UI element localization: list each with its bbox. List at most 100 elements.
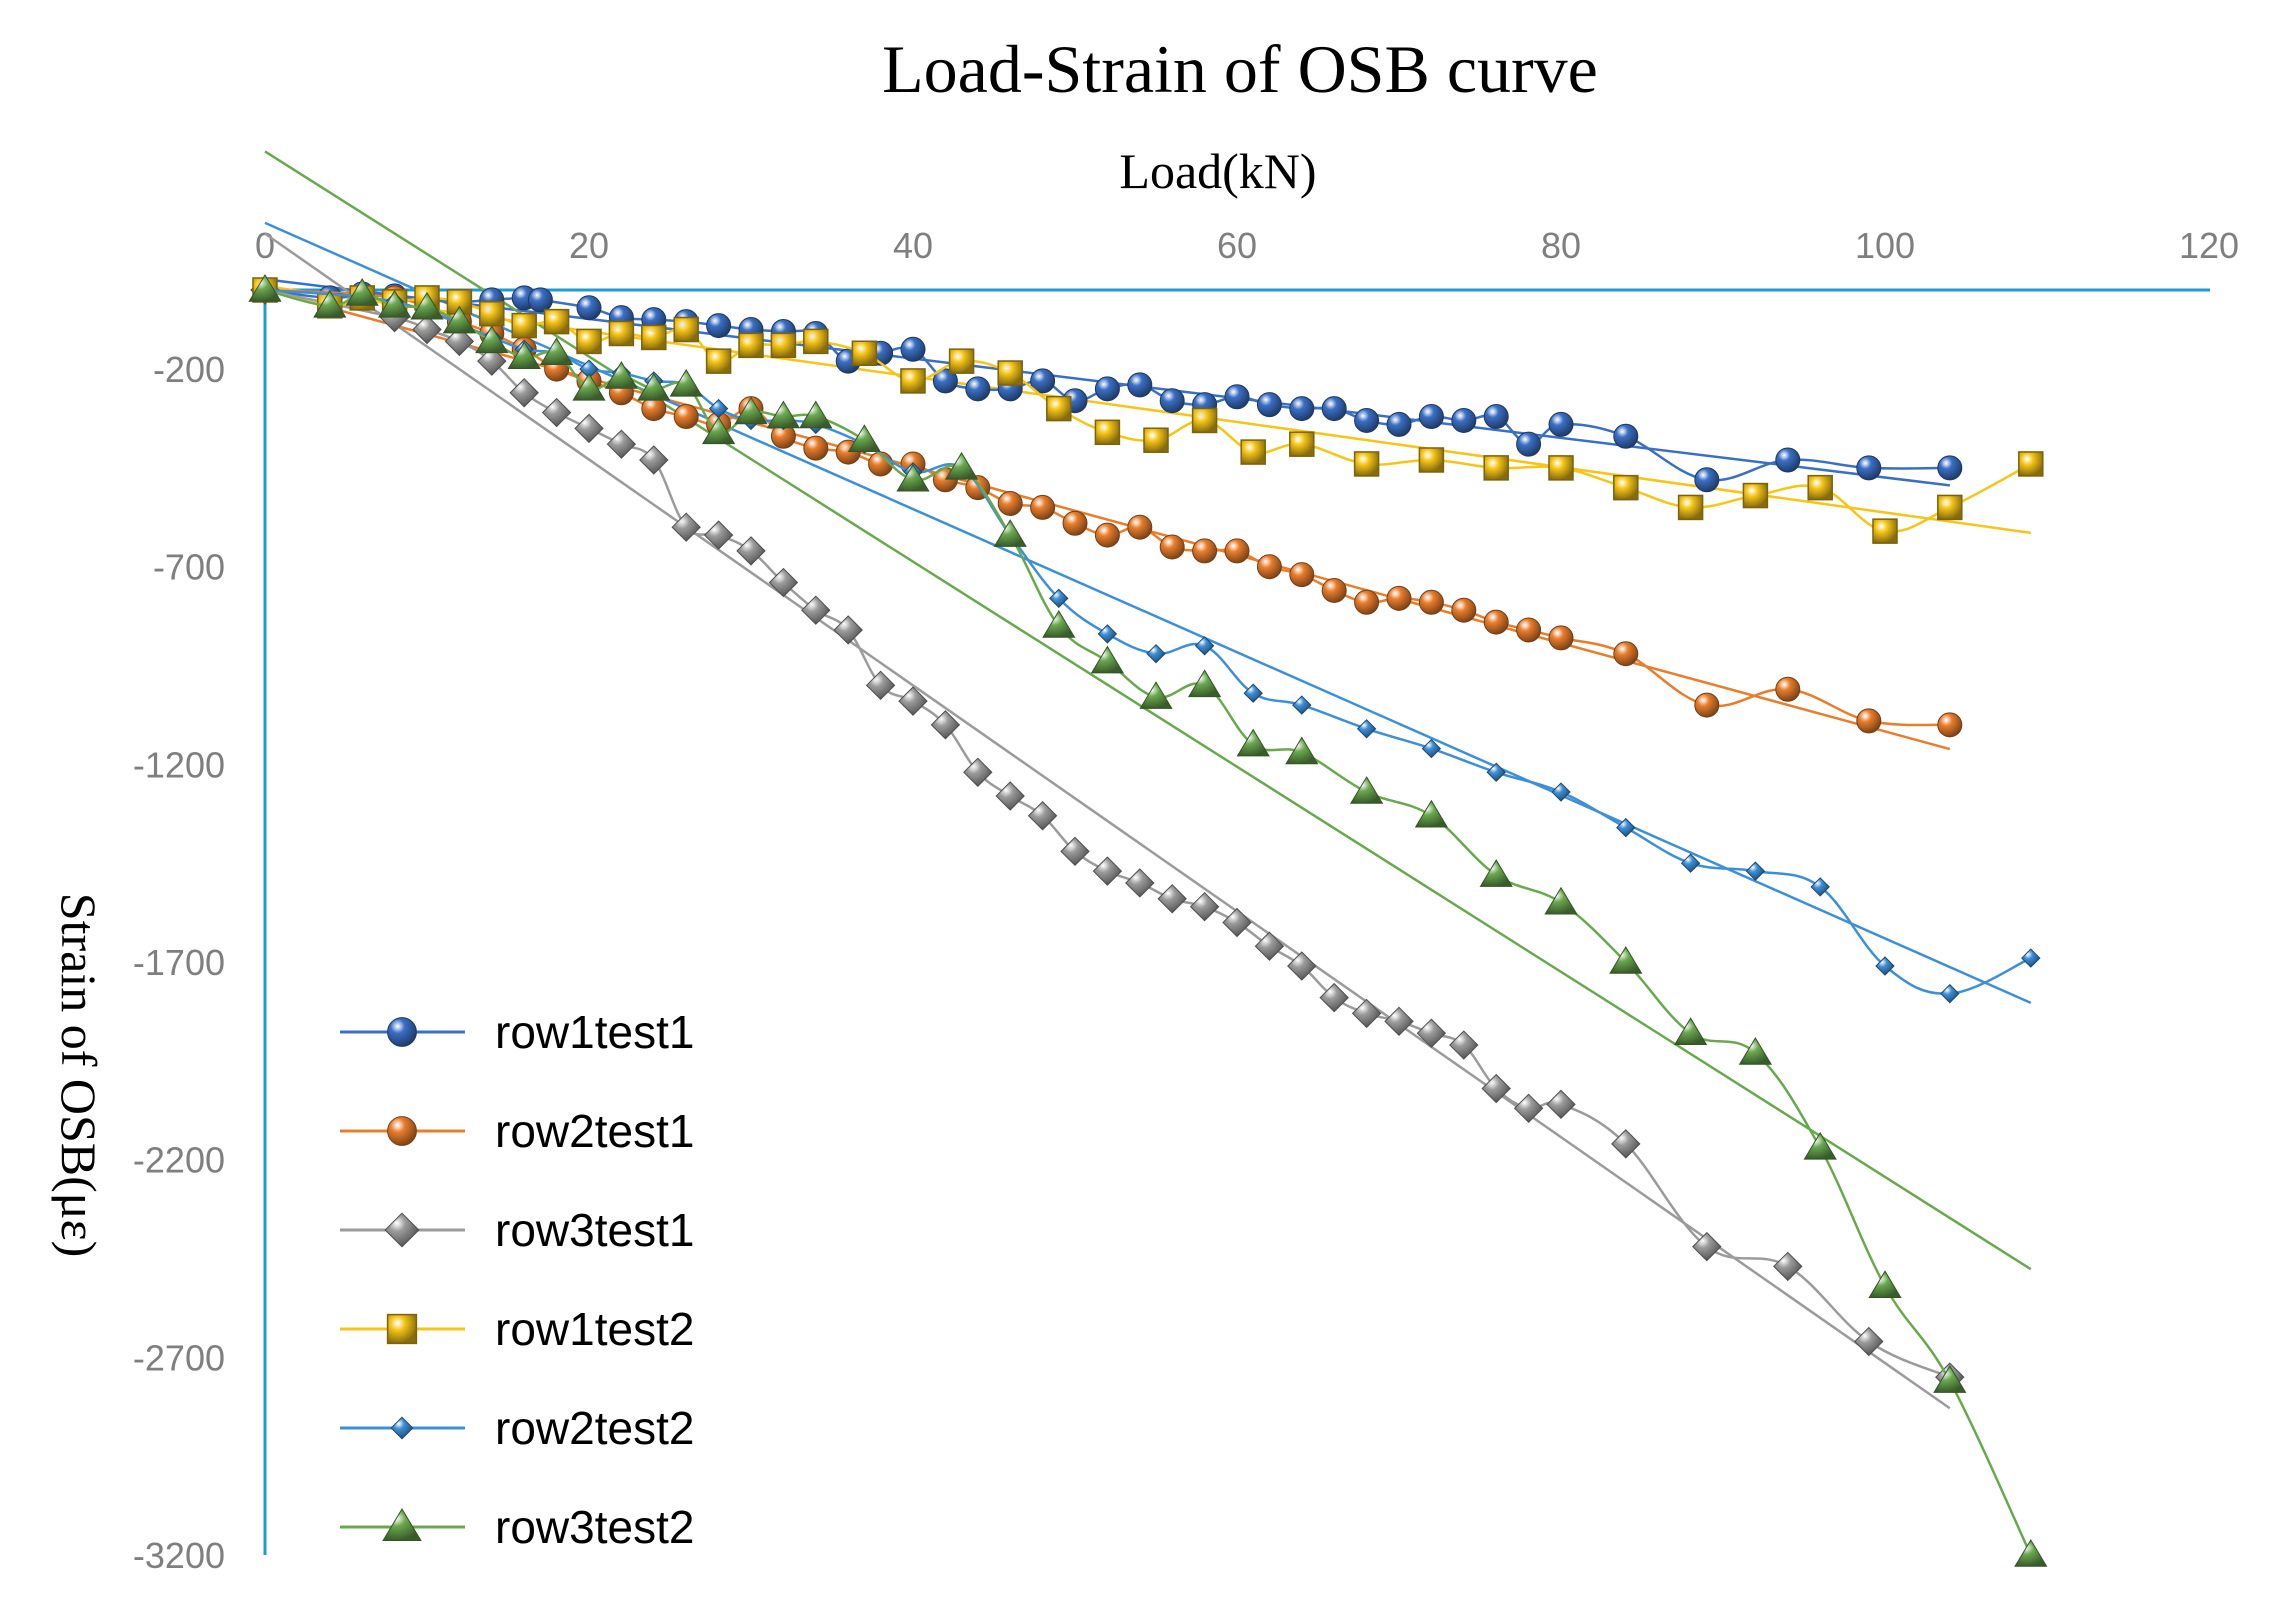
data-point <box>1194 636 1215 656</box>
data-point <box>963 757 993 787</box>
y-axis-ticks: -200 -700 -1200 -1700 -2200 -2700 -3200 <box>133 349 225 1576</box>
data-point <box>1551 782 1571 802</box>
data-point <box>572 372 606 401</box>
x-axis-title: Load(kN) <box>1119 143 1316 199</box>
data-point <box>847 424 882 452</box>
legend: row1test1 row2test1 row3test1 row1test2 row2… <box>340 1006 694 1553</box>
data-point <box>1256 392 1282 418</box>
data-point <box>896 463 930 492</box>
data-point <box>1694 467 1720 493</box>
data-point <box>965 376 991 402</box>
data-point <box>1513 1093 1544 1124</box>
legend-item: row3test2 <box>340 1501 694 1553</box>
data-point <box>1416 1018 1447 1048</box>
data-point <box>2018 451 2044 477</box>
data-point <box>706 313 732 339</box>
data-point <box>734 396 768 425</box>
data-point <box>900 368 926 394</box>
series-line <box>264 288 2032 1556</box>
data-point <box>1680 853 1701 873</box>
y-tick-label: -200 <box>153 349 225 390</box>
data-point <box>1321 396 1347 422</box>
legend-marker <box>382 1508 422 1541</box>
x-tick-label: 20 <box>569 225 609 266</box>
data-point <box>1289 562 1315 588</box>
data-point <box>1421 738 1442 759</box>
data-point <box>1418 404 1444 429</box>
chart-title: Load-Strain of OSB curve <box>882 31 1598 107</box>
data-point <box>412 314 442 345</box>
data-point <box>1027 801 1058 831</box>
data-point <box>1159 388 1185 414</box>
data-point <box>1354 589 1380 615</box>
legend-marker <box>386 1313 418 1345</box>
data-point <box>1516 431 1542 457</box>
legend-item: row2test2 <box>340 1402 694 1454</box>
legend-marker <box>387 1017 417 1047</box>
data-point <box>511 312 537 339</box>
data-point <box>766 400 801 429</box>
data-point <box>1146 643 1166 664</box>
data-point <box>898 686 928 716</box>
data-point <box>1236 728 1270 757</box>
data-point <box>509 378 539 408</box>
data-point <box>1451 407 1477 433</box>
data-point <box>995 781 1025 811</box>
data-point <box>1042 610 1076 638</box>
data-point <box>1384 1006 1414 1037</box>
data-point <box>1046 395 1072 422</box>
data-point <box>377 289 412 318</box>
data-point <box>1807 474 1833 501</box>
data-point <box>1097 624 1118 644</box>
data-point <box>1451 597 1477 623</box>
data-point <box>576 295 602 321</box>
data-point <box>442 305 477 334</box>
legend-marker <box>387 1116 417 1146</box>
data-point <box>1677 494 1704 521</box>
data-point <box>1613 423 1639 449</box>
data-point <box>770 332 797 359</box>
data-point <box>444 326 475 357</box>
data-point <box>1810 877 1830 897</box>
data-point <box>1613 474 1639 501</box>
data-point <box>1094 419 1121 446</box>
data-point <box>1872 518 1898 544</box>
trend-line <box>264 232 1951 1410</box>
data-point <box>1616 817 1636 838</box>
data-point <box>1386 411 1412 437</box>
data-point <box>1418 589 1444 615</box>
data-point <box>345 277 379 306</box>
data-point <box>1738 1036 1773 1065</box>
data-point <box>1486 762 1506 782</box>
data-point <box>673 316 699 343</box>
data-point <box>1030 368 1056 394</box>
data-point <box>1673 1017 1708 1045</box>
x-tick-label: 80 <box>1541 225 1581 266</box>
y-tick-label: -2700 <box>133 1337 225 1378</box>
data-point <box>2014 1539 2048 1567</box>
legend-label: row3test1 <box>495 1204 694 1256</box>
data-point <box>669 368 703 397</box>
data-point <box>1060 836 1090 867</box>
x-tick-label: 100 <box>1855 225 1915 266</box>
data-point <box>1544 886 1578 915</box>
legend-label: row2test1 <box>495 1105 694 1157</box>
data-point <box>738 332 764 359</box>
data-point <box>801 595 831 625</box>
data-point <box>1611 1129 1641 1159</box>
legend-marker <box>384 1212 420 1248</box>
data-point <box>539 337 574 365</box>
data-point <box>1256 554 1282 580</box>
data-point <box>2021 948 2041 968</box>
legend-item: row1test2 <box>340 1303 694 1355</box>
data-point <box>477 346 507 376</box>
data-point <box>1321 577 1347 603</box>
y-tick-label: -1200 <box>133 744 225 785</box>
y-tick-label: -1700 <box>133 942 225 983</box>
x-tick-label: 120 <box>2179 225 2239 266</box>
data-point <box>1289 431 1315 457</box>
data-point <box>1483 609 1509 635</box>
data-point <box>701 416 736 445</box>
